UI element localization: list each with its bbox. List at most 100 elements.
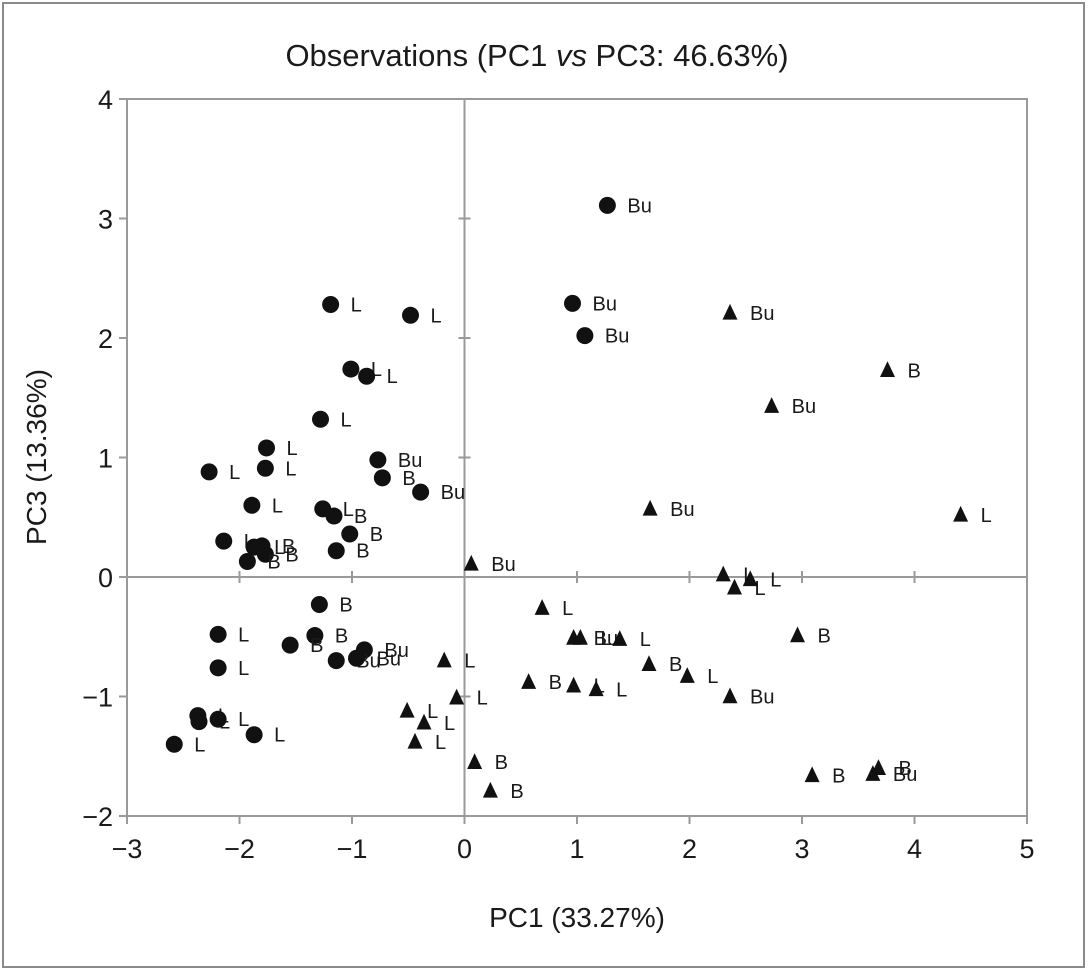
circle-point [402, 306, 419, 324]
y-tick-label: −1 [82, 683, 113, 713]
point-label: B [354, 506, 367, 528]
circle-point [190, 713, 208, 731]
circle-point [325, 507, 343, 525]
circle-point [209, 710, 227, 728]
x-tick-label: 2 [682, 834, 697, 864]
point-label: L [427, 701, 438, 723]
circle-point [327, 652, 345, 670]
point-label: B [899, 758, 912, 780]
chart-title-part-3: PC3: 46.63%) [587, 38, 789, 73]
triangle-point [534, 599, 550, 615]
chart-title-part-2: vs [556, 38, 587, 73]
triangle-point [722, 687, 738, 704]
point-label: B [908, 360, 921, 382]
point-label: B [310, 635, 323, 657]
triangle-point [715, 565, 731, 582]
point-label: Bu [594, 628, 618, 650]
data-points: BuLLBuBuLLLLLLBuBBuLLBBLLBBBBBLBBBuLBuBu… [165, 195, 992, 803]
circle-point [256, 545, 274, 563]
point-label: L [274, 725, 285, 747]
circle-point [312, 410, 329, 428]
circle-point [348, 649, 365, 667]
triangle-point [764, 397, 780, 413]
triangle-point [722, 303, 738, 320]
circle-point [209, 659, 227, 677]
point-label: B [267, 551, 280, 573]
point-label: L [387, 366, 398, 388]
point-label: B [832, 765, 845, 787]
point-label: L [194, 734, 205, 756]
triangle-point [804, 766, 820, 783]
triangle-point [566, 676, 582, 693]
point-label: B [818, 626, 831, 648]
chart-title: Observations (PC1 vs PC3: 46.63%) [285, 38, 788, 73]
point-label: B [510, 781, 523, 803]
point-label: L [238, 709, 249, 731]
point-label: Bu [670, 499, 694, 521]
triangle-point [449, 688, 465, 705]
point-label: L [616, 679, 627, 701]
point-label: L [431, 305, 442, 327]
triangle-point [679, 667, 695, 683]
point-label: L [600, 628, 611, 650]
triangle-point [641, 655, 657, 671]
triangle-point [612, 630, 628, 646]
circle-point [281, 636, 299, 654]
plot-area [126, 98, 1028, 817]
circle-point [327, 542, 345, 560]
point-label: Bu [491, 554, 515, 576]
y-tick-label: 3 [98, 205, 113, 235]
point-label: Bu [441, 482, 465, 504]
point-label: L [238, 658, 249, 680]
point-label: L [464, 651, 475, 673]
point-label: L [371, 359, 382, 381]
circle-point [412, 483, 430, 501]
point-label: L [351, 295, 362, 317]
circle-point [576, 327, 594, 345]
point-label: Bu [792, 396, 816, 418]
point-label: L [477, 688, 488, 710]
point-label: L [341, 409, 352, 431]
circle-point [245, 726, 263, 744]
triangle-point [742, 570, 758, 587]
x-tick-label: −2 [224, 834, 255, 864]
point-label: L [272, 495, 283, 517]
point-label: Bu [893, 764, 917, 786]
point-label: Bu [750, 303, 774, 325]
reference-lines [126, 98, 1028, 817]
point-label: B [370, 524, 383, 546]
triangle-point [407, 732, 423, 749]
circle-point [243, 496, 261, 514]
point-label: L [343, 499, 354, 521]
circle-point [238, 552, 256, 570]
triangle-point [727, 578, 742, 595]
x-tick-label: 1 [569, 834, 584, 864]
triangle-point [467, 753, 483, 769]
point-label: Bu [627, 195, 651, 217]
triangle-point [642, 499, 658, 516]
y-tick-label: 2 [98, 324, 113, 354]
point-label: L [770, 569, 781, 591]
point-label: L [274, 537, 285, 559]
point-label: L [707, 666, 718, 688]
point-label: Bu [605, 326, 629, 348]
circle-point [310, 595, 328, 613]
triangle-point [463, 554, 479, 571]
y-tick-label: 0 [98, 563, 113, 593]
x-axis-ticks: −3 −2 −1 0 1 2 3 4 5 [112, 816, 1035, 864]
point-label: Bu [593, 293, 617, 315]
circle-point [564, 294, 581, 312]
x-tick-label: 5 [1019, 834, 1034, 864]
triangle-point [790, 626, 805, 643]
circle-point [342, 360, 360, 378]
point-label: L [287, 438, 298, 460]
circle-point [306, 627, 324, 645]
x-tick-label: 4 [907, 834, 922, 864]
point-label: L [285, 458, 296, 480]
x-tick-label: 0 [457, 834, 472, 864]
point-label: B [285, 544, 298, 566]
circle-point [215, 532, 233, 550]
point-label: B [669, 654, 682, 676]
point-label: L [562, 598, 573, 620]
